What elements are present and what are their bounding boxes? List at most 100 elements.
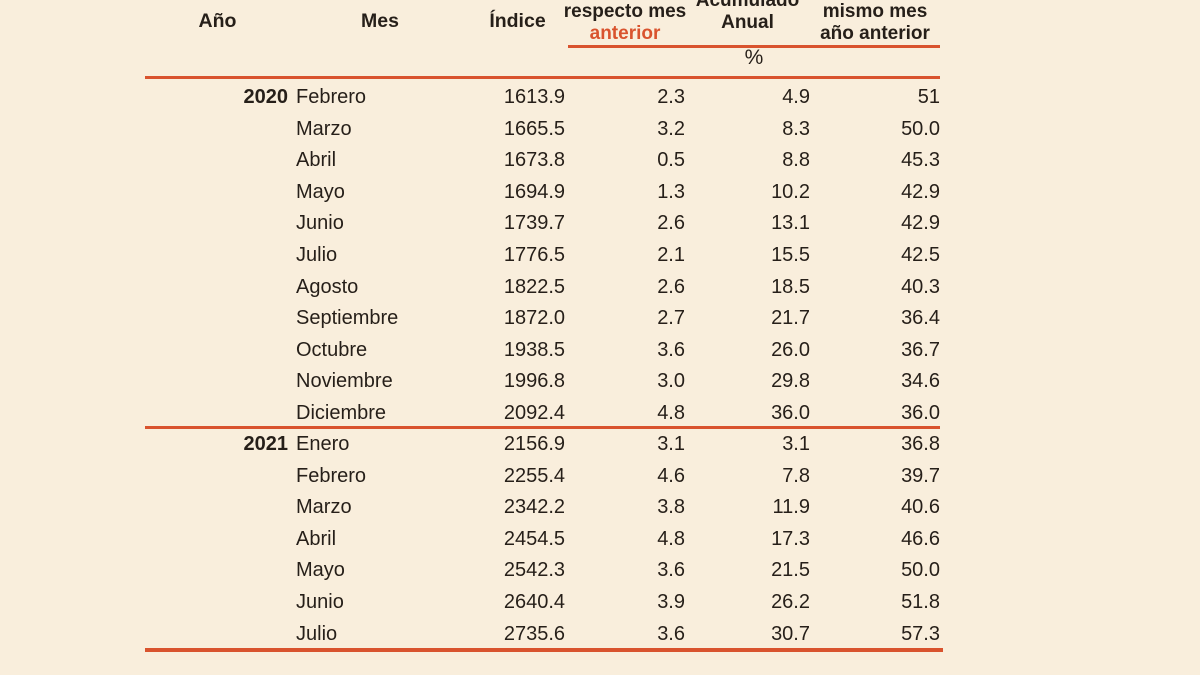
cell-accum-annual: 8.8	[782, 149, 810, 172]
cell-var-prev-month: 2.6	[657, 275, 685, 298]
cell-var-prev-month: 2.1	[657, 244, 685, 266]
cell-accum-annual: 10.2	[771, 180, 810, 203]
cell-index: 1739.7	[503, 212, 565, 235]
header-var-monthly: respecto mes anterior	[555, 1, 695, 45]
cell-month: Marzo	[296, 117, 352, 140]
cell-index: 2542.3	[503, 559, 565, 582]
cell-var-yoy: 50.0	[901, 559, 940, 582]
cell-accum-annual: 7.8	[782, 464, 810, 487]
cell-month: Julio	[296, 622, 338, 645]
cell-year: 2020	[243, 86, 289, 109]
table-row: Abril 1673.8 0.5 8.8 45.3	[145, 145, 940, 177]
header-var-monthly-line2: respecto mes	[563, 1, 687, 22]
cell-var-prev-month: 0.5	[657, 149, 685, 172]
cell-month: Junio	[296, 591, 344, 614]
table-row: Abril 2454.5 4.8 17.3 46.6	[145, 524, 940, 556]
cell-month: Noviembre	[296, 370, 393, 393]
header-var-monthly-line3: anterior	[589, 23, 661, 44]
cell-month: Febrero	[296, 86, 367, 109]
cell-var-prev-month: 3.6	[657, 622, 685, 645]
table-row: 2021 Enero 2156.9 3.1 3.1 36.8	[145, 429, 941, 461]
cell-accum-annual: 30.7	[771, 622, 810, 645]
cell-month: Junio	[296, 212, 344, 235]
table-row: Febrero 2255.4 4.6 7.8 39.7	[145, 461, 940, 493]
cell-var-yoy: 36.0	[901, 401, 940, 424]
cell-month: Septiembre	[296, 307, 399, 330]
cell-var-prev-month: 3.8	[657, 496, 685, 519]
cell-var-yoy: 36.8	[901, 433, 940, 456]
divider-year-group	[145, 426, 940, 429]
cell-index: 2092.4	[503, 401, 565, 424]
divider-under-variation-headers	[568, 45, 940, 48]
cell-accum-annual: 21.5	[771, 559, 810, 582]
cell-index: 2640.4	[503, 591, 565, 614]
cell-month: Agosto	[296, 275, 359, 298]
header-var-yoy-line2: mismo mes	[822, 1, 928, 22]
cell-index: 1694.9	[503, 180, 565, 203]
cell-var-prev-month: 3.6	[657, 338, 685, 361]
header-var-yoy: mismo mes año anterior	[805, 1, 945, 45]
cell-var-prev-month: 3.2	[657, 117, 685, 140]
table-row: 2020 Febrero 1613.9 2.3 4.9 51	[145, 82, 941, 114]
table-row: Mayo 1694.9 1.3 10.2 42.9	[145, 177, 940, 209]
cell-month: Abril	[296, 149, 337, 172]
cell-month: Marzo	[296, 496, 352, 519]
cell-index: 1822.5	[503, 275, 565, 298]
cell-accum-annual: 26.2	[771, 591, 810, 614]
cell-index: 1996.8	[503, 370, 565, 393]
header-accum-line2: Anual	[721, 12, 774, 33]
cell-var-yoy: 39.7	[901, 464, 940, 487]
cell-index: 2735.6	[503, 622, 565, 645]
cell-index: 1776.5	[503, 244, 565, 266]
table-row: Marzo 1665.5 3.2 8.3 50.0	[145, 114, 940, 146]
cell-year: 2021	[243, 433, 289, 456]
cell-var-yoy: 45.3	[901, 149, 940, 172]
cell-var-yoy: 36.4	[901, 307, 940, 330]
cell-accum-annual: 11.9	[772, 496, 810, 519]
cell-var-yoy: 46.6	[901, 527, 940, 550]
cell-var-prev-month: 2.7	[657, 307, 685, 330]
cell-accum-annual: 26.0	[771, 338, 810, 361]
cell-accum-annual: 4.9	[782, 86, 810, 109]
cell-var-yoy: 51	[917, 86, 940, 109]
table-row: Agosto 1822.5 2.6 18.5 40.3	[145, 271, 940, 303]
cell-accum-annual: 13.1	[771, 212, 810, 235]
cell-var-yoy: 50.0	[901, 117, 940, 140]
cell-month: Abril	[296, 527, 337, 550]
header-accum-line1: Acumulado	[695, 0, 800, 11]
unit-percent-label: %	[744, 46, 764, 69]
cell-month: Diciembre	[296, 401, 387, 424]
table-body: 2020 Febrero 1613.9 2.3 4.9 51 Marzo 1665.5 3.2 8…	[145, 82, 941, 650]
cell-var-prev-month: 4.8	[657, 401, 685, 424]
header-index: Índice	[489, 10, 546, 32]
cell-month: Mayo	[296, 180, 345, 203]
cell-index: 2342.2	[503, 496, 565, 519]
cell-index: 2454.5	[503, 527, 565, 550]
table-row: Octubre 1938.5 3.6 26.0 36.7	[145, 334, 940, 366]
cell-month: Julio	[296, 244, 338, 266]
table-row: Julio 2735.6 3.6 30.7 57.3	[145, 618, 940, 650]
cell-var-yoy: 42.5	[901, 244, 940, 266]
cell-var-prev-month: 4.6	[657, 464, 685, 487]
cell-accum-annual: 8.3	[782, 117, 810, 140]
cell-var-prev-month: 2.3	[657, 86, 685, 109]
table-row: Julio 1776.5 2.1 15.5 42.5	[145, 240, 940, 272]
cell-var-prev-month: 2.6	[657, 212, 685, 235]
cell-var-prev-month: 3.9	[657, 591, 685, 614]
table-row: Septiembre 1872.0 2.7 21.7 36.4	[145, 303, 940, 335]
table-row: Junio 2640.4 3.9 26.2 51.8	[145, 587, 940, 619]
cell-var-yoy: 40.3	[901, 275, 940, 298]
header-month: Mes	[361, 10, 399, 32]
cell-accum-annual: 17.3	[771, 527, 810, 550]
cell-index: 1613.9	[503, 86, 565, 109]
cell-accum-annual: 15.5	[771, 244, 810, 266]
cell-accum-annual: 18.5	[771, 275, 810, 298]
cell-index: 1872.0	[503, 307, 565, 330]
cell-var-yoy: 51.8	[901, 591, 940, 614]
cell-var-yoy: 34.6	[901, 370, 940, 393]
cell-var-prev-month: 1.3	[657, 180, 685, 203]
cell-month: Mayo	[296, 559, 345, 582]
table-row: Noviembre 1996.8 3.0 29.8 34.6	[145, 366, 940, 398]
cell-var-prev-month: 3.6	[657, 559, 685, 582]
